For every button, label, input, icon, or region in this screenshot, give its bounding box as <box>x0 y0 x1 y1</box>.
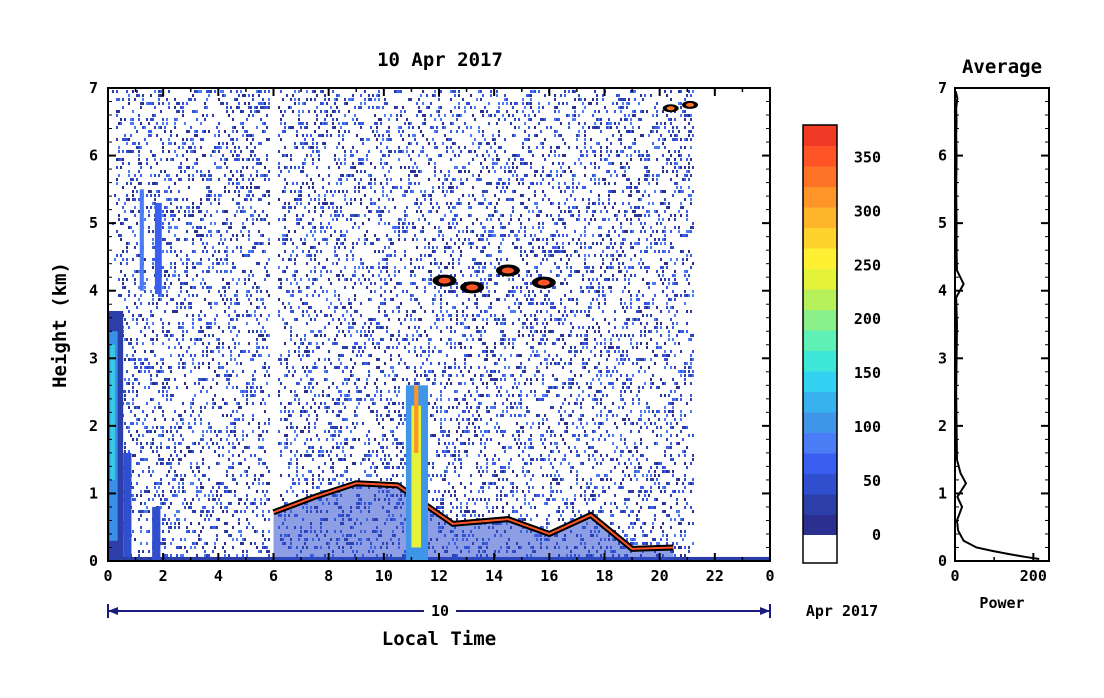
date-axis-month-label: Apr 2017 <box>806 602 878 620</box>
colorbar-tick-label: 0 <box>872 526 881 544</box>
y-tick-label: 5 <box>89 214 98 232</box>
colorbar-swatch <box>803 268 837 290</box>
y-tick-label: 4 <box>89 282 98 300</box>
x-axis-title: Local Time <box>382 628 496 650</box>
cloud-blob-core <box>466 284 479 291</box>
cloud-blob-core <box>438 277 451 284</box>
y-tick-label: 2 <box>89 417 98 435</box>
colorbar-swatch <box>803 412 837 433</box>
main-chart-title: 10 Apr 2017 <box>377 49 503 71</box>
profile-y-tick-label: 5 <box>938 214 947 232</box>
profile-axis-ticks: 0 1 2 3 4 5 6 7 0 200 <box>938 79 1049 585</box>
colorbar-swatch <box>803 227 837 249</box>
colorbar: 0 50 100 150 200 250 300 350 <box>802 124 881 564</box>
cloud-top-core <box>686 102 695 107</box>
column-2h <box>152 506 161 561</box>
colorbar-zero-swatch <box>803 535 837 563</box>
x-tick-label: 22 <box>706 567 724 585</box>
profile-plot-background <box>955 88 1049 561</box>
x-tick-label: 4 <box>214 567 223 585</box>
colorbar-frame <box>802 124 838 564</box>
x-tick-label: 18 <box>595 567 613 585</box>
profile-y-tick-label: 7 <box>938 79 947 97</box>
profile-chart-title: Average <box>962 56 1042 78</box>
profile-x-axis-title: Power <box>979 594 1024 612</box>
colorbar-swatch <box>803 330 837 351</box>
colorbar-swatch <box>803 248 837 269</box>
profile-y-tick-label: 0 <box>938 552 947 570</box>
cloud-blob-core <box>501 267 514 274</box>
colorbar-tick-label: 50 <box>863 472 881 490</box>
colorbar-swatch <box>803 514 837 536</box>
colorbar-tick-label: 100 <box>854 418 881 436</box>
x-tick-label: 14 <box>485 567 503 585</box>
y-tick-label: 6 <box>89 147 98 165</box>
colorbar-swatch <box>803 125 837 146</box>
convective-top <box>414 385 419 453</box>
colorbar-swatch <box>803 432 837 454</box>
boundary-layer-highlight <box>273 482 674 550</box>
cloud-blob-core <box>537 279 550 286</box>
x-tick-label: 10 <box>375 567 393 585</box>
x-tick-label: 0 <box>765 567 774 585</box>
y-axis-title: Height (km) <box>49 262 71 388</box>
colorbar-swatch <box>803 350 837 372</box>
colorbar-swatch <box>803 289 837 310</box>
colorbar-swatch <box>803 207 837 228</box>
colorbar-swatch <box>803 453 837 474</box>
profile-line-layer <box>954 91 1040 560</box>
y-tick-label: 7 <box>89 79 98 97</box>
y-tick-label: 1 <box>89 484 98 502</box>
x-tick-label: 6 <box>269 567 278 585</box>
colorbar-tick-label: 150 <box>854 364 881 382</box>
profile-line <box>954 91 1040 560</box>
y-tick-label: 0 <box>89 552 98 570</box>
x-tick-label: 2 <box>159 567 168 585</box>
profile-y-tick-label: 2 <box>938 417 947 435</box>
colorbar-swatch <box>803 145 837 167</box>
colorbar-tick-label: 350 <box>854 148 881 166</box>
noise-speckle <box>110 90 694 561</box>
colorbar-tick-label: 300 <box>854 202 881 220</box>
profile-y-tick-label: 6 <box>938 147 947 165</box>
streak-1h <box>139 189 144 291</box>
colorbar-tick-label: 250 <box>854 256 881 274</box>
x-tick-label: 16 <box>540 567 558 585</box>
streak-2h <box>154 202 162 295</box>
date-axis-day-label: 10 <box>431 602 449 620</box>
x-tick-label: 20 <box>651 567 669 585</box>
cloud-top-core <box>666 106 675 111</box>
profile-y-tick-label: 1 <box>938 484 947 502</box>
profile-y-tick-label: 4 <box>938 282 947 300</box>
profile-x-tick-label: 0 <box>950 567 959 585</box>
colorbar-swatch <box>803 371 837 392</box>
y-tick-label: 3 <box>89 349 98 367</box>
colorbar-swatch <box>803 309 837 331</box>
date-axis <box>107 602 771 620</box>
x-tick-label: 12 <box>430 567 448 585</box>
early-column-peak <box>110 344 115 480</box>
colorbar-swatch <box>803 494 837 515</box>
profile-y-tick-label: 3 <box>938 349 947 367</box>
early-column-edge <box>123 452 132 561</box>
profile-plot-frame <box>954 87 1050 562</box>
colorbar-swatch <box>803 166 837 187</box>
profile-x-tick-label: 200 <box>1020 567 1047 585</box>
convective-core <box>411 405 422 548</box>
x-tick-label: 0 <box>103 567 112 585</box>
colorbar-swatch <box>803 391 837 413</box>
colorbar-swatch <box>803 473 837 495</box>
colorbar-tick-label: 200 <box>854 310 881 328</box>
x-tick-label: 8 <box>324 567 333 585</box>
colorbar-swatch <box>803 186 837 208</box>
